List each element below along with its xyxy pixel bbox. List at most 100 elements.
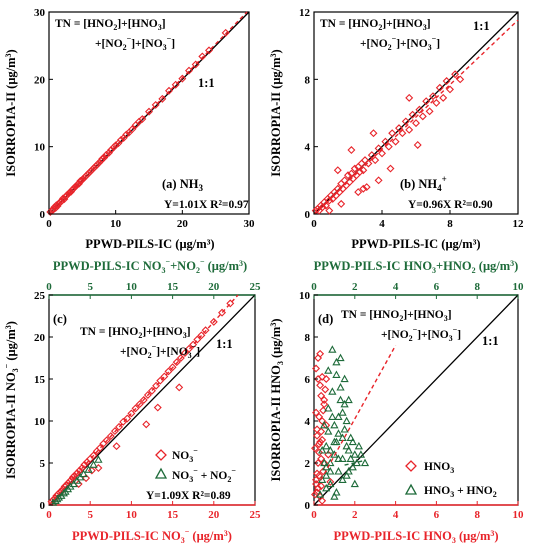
panel-b-point-0-58 xyxy=(347,146,356,155)
panel-b-point-0-39 xyxy=(395,124,403,133)
panel-d-point-1-11 xyxy=(338,454,347,462)
panel-c-point-1-5 xyxy=(59,488,68,497)
panel-d-point-1-51 xyxy=(334,412,343,420)
panel-d-point-1-45 xyxy=(332,357,341,366)
panel-b-point-0-66 xyxy=(337,199,346,208)
x-tick-label: 12 xyxy=(513,218,525,230)
panel-d-point-1-15 xyxy=(346,433,355,441)
panel-c-point-0-36 xyxy=(148,386,156,395)
panel-a-marks xyxy=(46,11,250,216)
panel-d-point-0-26 xyxy=(313,431,322,440)
panel-a: (a) NH3 Y=1.01X R²=0.97 1:1 TN = [HNO2]+… xyxy=(4,7,255,251)
panel-d-point-0-28 xyxy=(317,391,326,400)
panel-d-point-0-12 xyxy=(312,364,321,373)
svg-text:TN = [HNO2]+[HNO3]: TN = [HNO2]+[HNO3] xyxy=(320,18,431,32)
panel-b-marks xyxy=(311,11,519,215)
svg-text:TN = [HNO2]+[HNO3]: TN = [HNO2]+[HNO3] xyxy=(341,309,452,323)
panel-d-point-1-32 xyxy=(342,416,351,425)
panel-c-legend: NO3− NO3− + NO2− xyxy=(154,446,236,484)
panel-b-point-0-67 xyxy=(359,184,368,193)
x-tick-label: 15 xyxy=(167,509,179,521)
panel-b-point-0-32 xyxy=(371,156,380,165)
panel-b-point-0-19 xyxy=(344,171,352,180)
panel-b-point-0-55 xyxy=(451,70,460,79)
panel-d-point-1-26 xyxy=(344,395,353,404)
y-tick-label: 8 xyxy=(305,332,311,344)
panel-b-point-0-37 xyxy=(388,129,397,138)
y-tick-label: 0 xyxy=(305,209,311,221)
panel-d-point-0-27 xyxy=(315,412,324,421)
panel-d-point-1-39 xyxy=(334,454,343,462)
panel-b-point-0-33 xyxy=(374,144,383,153)
panel-a-fit-line xyxy=(48,11,248,215)
svg-text:NO3− + NO2−: NO3− + NO2− xyxy=(172,466,236,484)
panel-d-point-1-3 xyxy=(322,441,331,450)
panel-d-point-1-27 xyxy=(322,483,331,492)
svg-text:HNO3 + HNO2: HNO3 + HNO2 xyxy=(424,485,497,499)
panel-b-point-0-38 xyxy=(391,137,400,146)
panel-d-point-1-19 xyxy=(354,441,364,450)
panel-d-label: (d) xyxy=(318,312,333,326)
x-tick-label: 4 xyxy=(379,218,385,230)
panel-c-point-1-13 xyxy=(84,465,93,473)
panel-b-point-0-23 xyxy=(350,164,359,173)
panel-c-point-0-50 xyxy=(209,317,218,326)
x-tick-label: 10 xyxy=(110,218,122,230)
top-x-tick-label: 25 xyxy=(250,281,262,293)
panel-c-fit-line xyxy=(48,294,239,506)
y-tick-label: 0 xyxy=(305,500,311,512)
y-tick-label: 0 xyxy=(40,500,46,512)
panel-b-point-0-60 xyxy=(369,129,378,138)
panel-c-point-0-44 xyxy=(180,348,189,357)
panel-d-point-1-35 xyxy=(318,446,327,454)
panel-b-point-0-57 xyxy=(333,166,342,175)
panel-b-point-0-64 xyxy=(413,141,422,149)
panel-d-point-1-24 xyxy=(336,353,345,362)
panel-b-point-0-48 xyxy=(425,107,434,116)
panel-b-tn: TN = [HNO2]+[HNO3] +[NO2−]+[NO3−] xyxy=(320,18,440,52)
panel-a-label: (a) NH3 xyxy=(162,177,203,193)
panel-c-label: (c) xyxy=(53,312,67,326)
panel-b-point-0-63 xyxy=(405,93,414,102)
panel-d-point-0-17 xyxy=(313,425,322,434)
panel-c-point-1-14 xyxy=(89,460,98,468)
top-x-tick-label: 10 xyxy=(126,281,138,293)
panel-b-point-0-44 xyxy=(412,119,420,128)
panel-c-point-0-37 xyxy=(152,381,161,390)
panel-c-point-0-54 xyxy=(94,464,103,473)
panel-d-xlabel: PPWD-PILS-IC HNO3 (μg/m3) xyxy=(333,529,498,545)
y-tick-label: 0 xyxy=(40,209,46,221)
top-x-tick-label: 8 xyxy=(474,281,480,293)
panel-b-one-to-one: 1:1 xyxy=(473,19,490,33)
panel-b-point-0-42 xyxy=(405,125,414,134)
panel-d-point-1-54 xyxy=(344,467,353,475)
panel-d-point-0-25 xyxy=(311,444,319,453)
x-tick-label: 8 xyxy=(474,509,480,521)
panel-a-point-0-60 xyxy=(191,60,200,69)
panel-d-point-0-7 xyxy=(318,417,327,425)
panel-d-point-0-22 xyxy=(314,484,323,493)
panel-d-point-1-14 xyxy=(344,446,353,454)
panel-a-point-0-55 xyxy=(158,94,167,103)
panel-d-point-1-25 xyxy=(340,374,349,383)
panel-b-label: (b) NH4+ xyxy=(400,174,447,193)
panel-d-point-0-14 xyxy=(316,349,325,358)
x-tick-label: 0 xyxy=(311,509,317,521)
panel-c-point-0-29 xyxy=(119,417,128,426)
panel-b-point-0-46 xyxy=(418,112,427,121)
panel-d-point-1-4 xyxy=(324,427,333,435)
panel-b-point-0-62 xyxy=(386,164,395,173)
y-tick-label: 10 xyxy=(34,142,46,154)
x-tick-label: 30 xyxy=(244,218,256,230)
panel-d-point-1-37 xyxy=(326,458,335,467)
panel-b-point-0-49 xyxy=(429,92,437,101)
top-x-tick-label: 0 xyxy=(46,281,52,293)
panel-c-tn: TN = [HNO2]+[HNO3] +[NO2−]+[NO3−] xyxy=(80,326,200,360)
svg-text:+[NO2−]+[NO3−]: +[NO2−]+[NO3−] xyxy=(120,342,200,360)
panel-a-one-to-one: 1:1 xyxy=(198,76,215,90)
panel-c-point-0-17 xyxy=(77,464,86,473)
panel-d-point-1-28 xyxy=(326,467,335,475)
panel-c-fit: Y=1.09X R²=0.89 xyxy=(146,490,231,502)
x-tick-label: 0 xyxy=(46,218,52,230)
